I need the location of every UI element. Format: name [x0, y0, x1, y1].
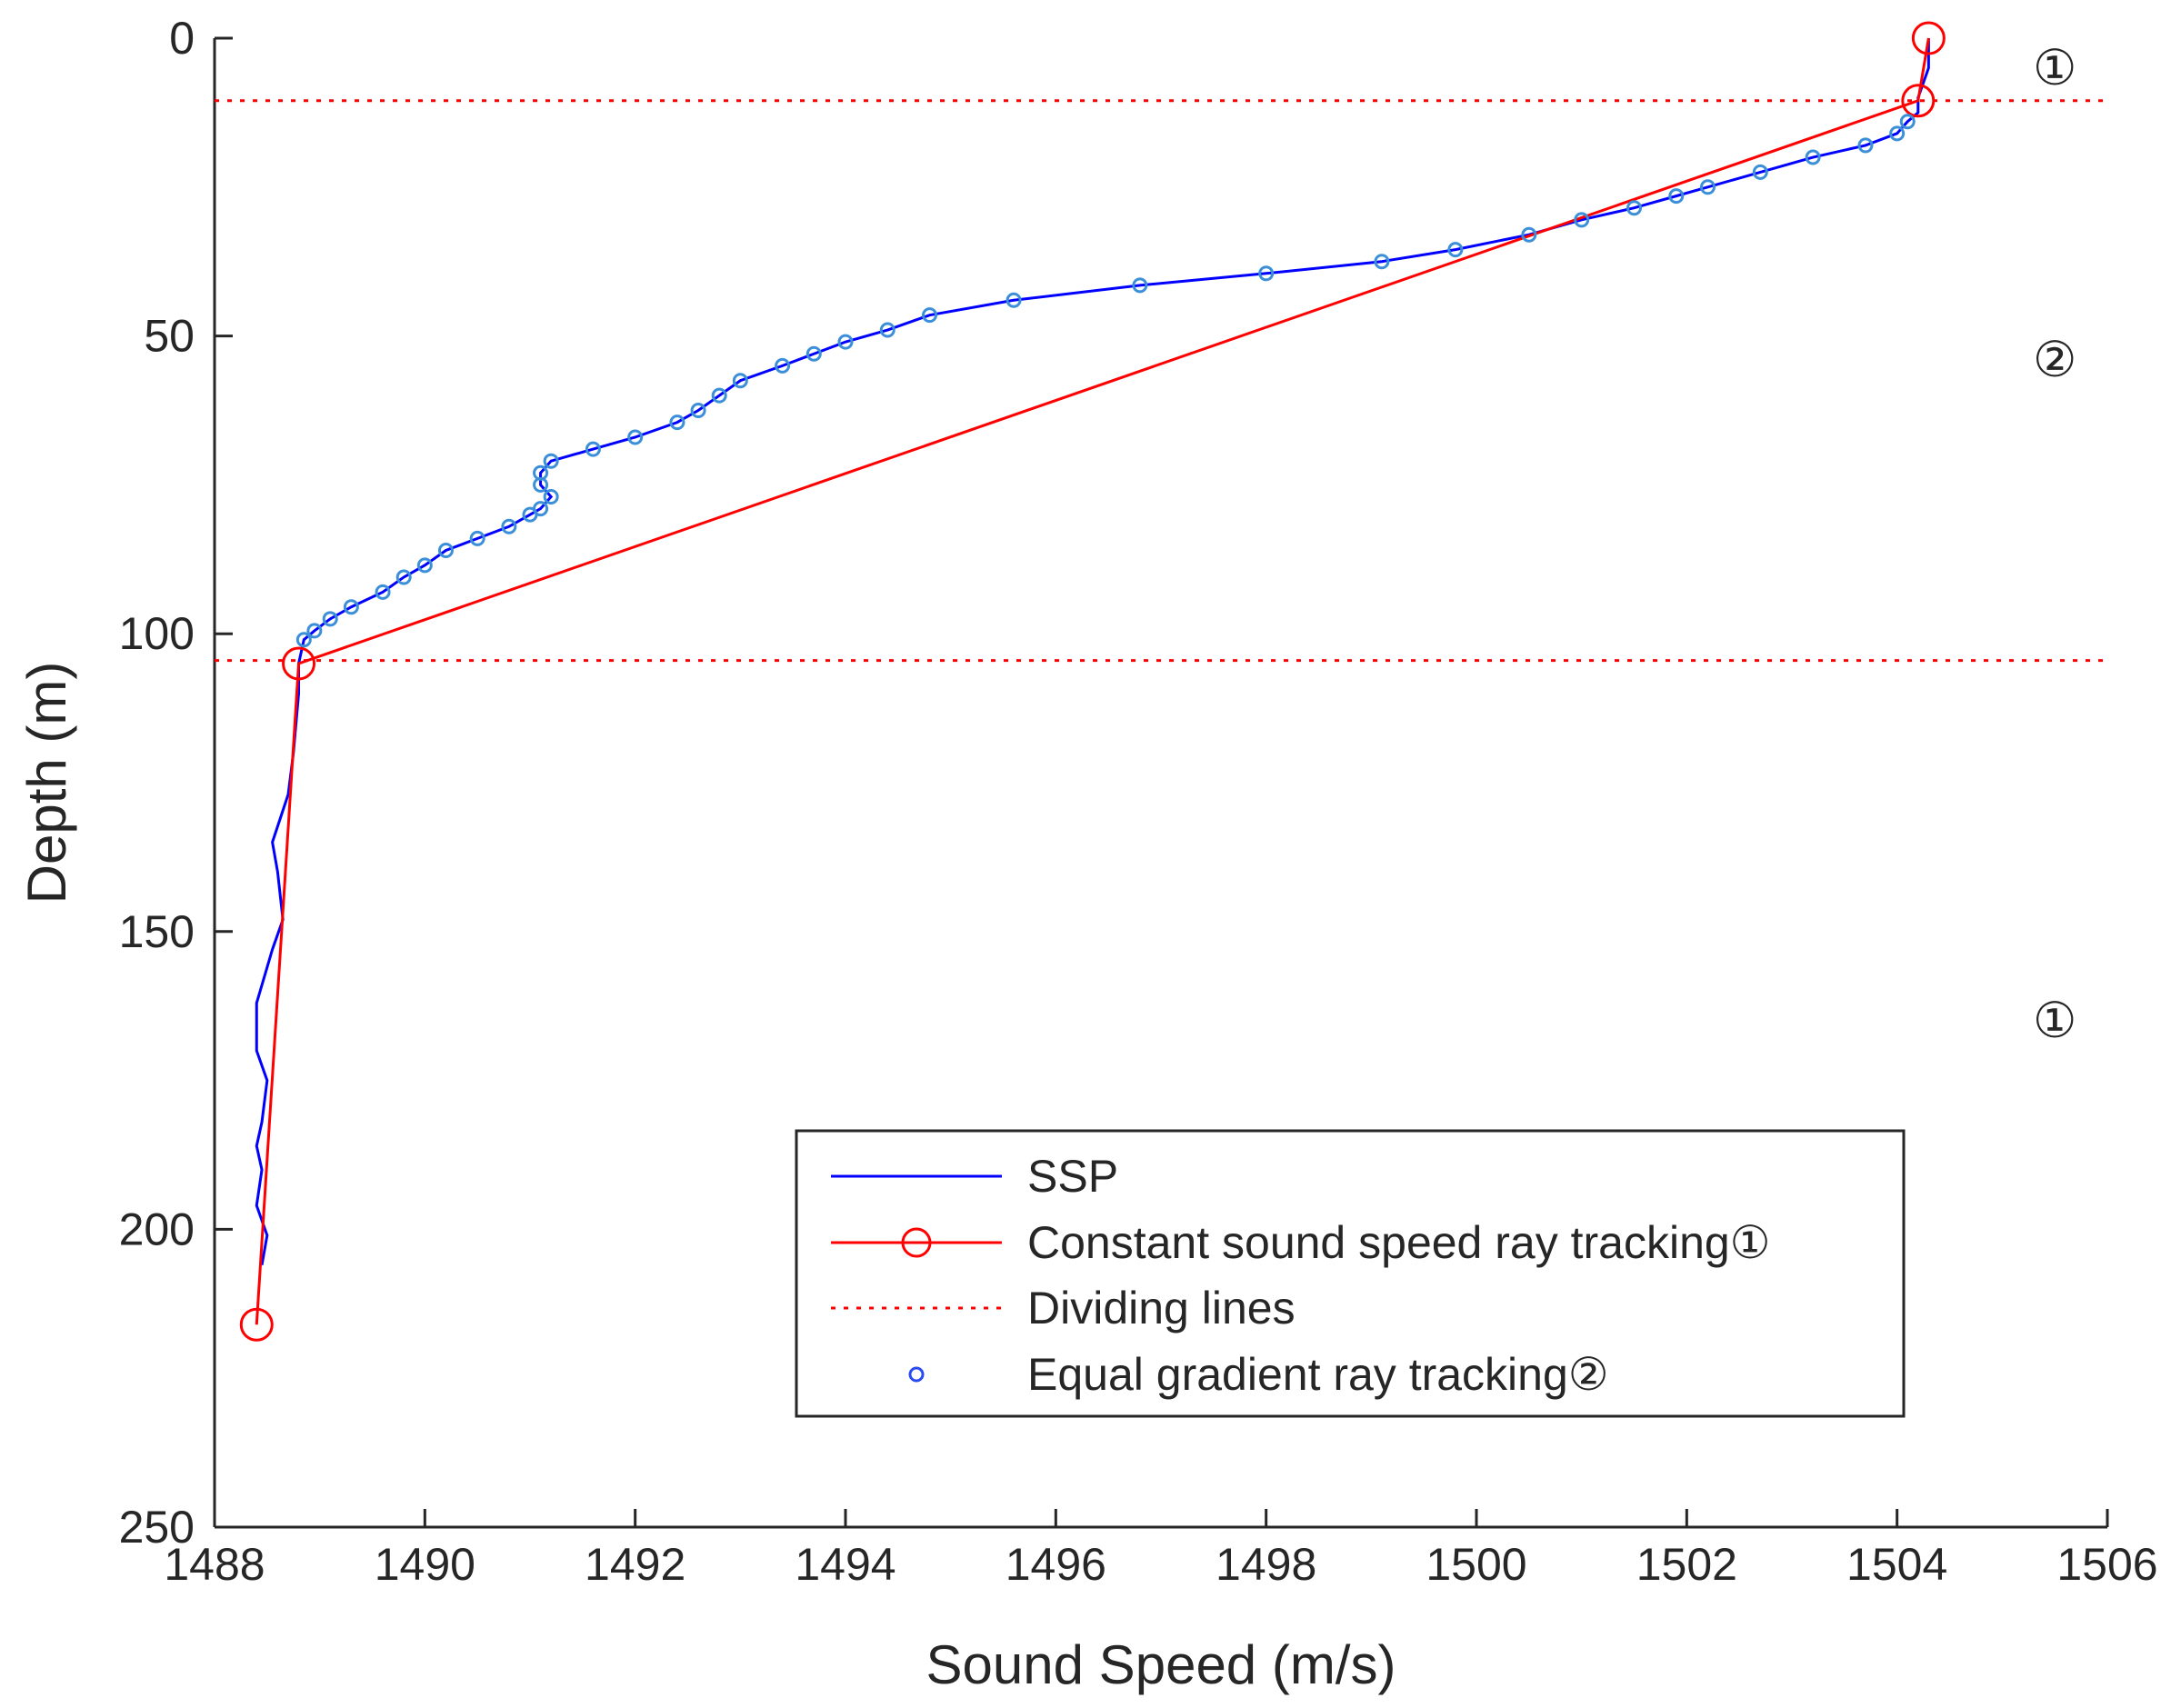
constant-speed-line	[255, 37, 1930, 1325]
plot-area: 1488 1490 1492 1494 1496 1498 1500 1502 1504 1506…	[16, 13, 2158, 1695]
equal-gradient-marker	[711, 387, 727, 404]
legend-entry-label: Equal gradient ray tracking②	[1027, 1349, 1609, 1400]
equal-gradient-marker	[375, 584, 391, 600]
x-tick-label: 1504	[1846, 1539, 1947, 1590]
equal-gradient-marker	[543, 489, 559, 505]
x-tick-label: 1494	[795, 1539, 895, 1590]
equal-gradient-marker	[295, 632, 312, 648]
equal-gradient-marker	[501, 518, 517, 534]
equal-gradient-marker	[1805, 149, 1821, 165]
x-tick-label: 1488	[164, 1539, 265, 1590]
y-tick-label: 50	[144, 311, 195, 362]
equal-gradient-marker	[1699, 179, 1716, 195]
equal-gradient-marker	[1005, 292, 1022, 308]
legend: SSP Constant sound speed ray tracking① Div…	[795, 1129, 1906, 1418]
constant-speed-marker	[239, 1307, 274, 1342]
x-tick-label: 1500	[1426, 1539, 1526, 1590]
y-axis-label: Depth (m)	[16, 662, 77, 904]
legend-entry-label: SSP	[1027, 1151, 1118, 1202]
equal-gradient-marker	[343, 599, 359, 615]
constant-speed-marker	[282, 646, 316, 681]
equal-gradient-marker	[627, 429, 644, 445]
layer-annotation: ②	[2033, 333, 2076, 387]
layer-annotation: ①	[2033, 994, 2076, 1048]
y-tick-label: 200	[119, 1204, 195, 1254]
equal-gradient-marker	[805, 345, 822, 362]
equal-gradient-marker	[837, 334, 854, 350]
legend-swatch-equal-gradient	[908, 1366, 925, 1383]
equal-gradient-marker	[522, 506, 538, 523]
equal-gradient-marker	[1899, 114, 1916, 130]
equal-gradient-marker	[669, 415, 685, 431]
equal-gradient-marker	[1258, 265, 1275, 282]
y-tick-label: 150	[119, 906, 195, 957]
equal-gradient-marker	[690, 403, 706, 418]
equal-gradient-marker	[395, 569, 412, 585]
equal-gradient-marker	[1374, 254, 1390, 270]
y-tick-label: 250	[119, 1502, 195, 1553]
equal-gradient-marker	[437, 542, 454, 558]
x-tick-label: 1490	[375, 1539, 475, 1590]
equal-gradient-marker	[1521, 226, 1537, 243]
x-tick-label: 1502	[1636, 1539, 1737, 1590]
y-tick-label: 100	[119, 608, 195, 659]
equal-gradient-marker	[1447, 242, 1464, 258]
legend-entry-label: Constant sound speed ray tracking①	[1027, 1217, 1771, 1268]
layer-annotation: ①	[2033, 41, 2076, 95]
equal-gradient-marker	[1574, 212, 1590, 228]
legend-entry-label: Dividing lines	[1027, 1283, 1296, 1333]
x-axis-label: Sound Speed (m/s)	[926, 1634, 1396, 1695]
equal-gradient-marker	[322, 611, 338, 627]
equal-gradient-marker	[533, 476, 549, 493]
equal-gradient-marker	[1132, 277, 1148, 294]
equal-gradient-marker	[1889, 125, 1906, 142]
legend-swatch-constant-marker	[901, 1227, 932, 1258]
x-tick-label: 1506	[2056, 1539, 2157, 1590]
equal-gradient-marker	[543, 453, 559, 469]
equal-gradient-marker	[775, 357, 791, 374]
equal-gradient-marker	[416, 557, 433, 574]
equal-gradient-marker	[1752, 164, 1768, 180]
equal-gradient-marker	[922, 307, 938, 324]
equal-gradient-marker	[1857, 137, 1874, 154]
equal-gradient-marker	[585, 441, 601, 457]
x-tick-label: 1498	[1216, 1539, 1316, 1590]
equal-gradient-marker	[1626, 200, 1642, 216]
equal-gradient-marker	[469, 530, 485, 546]
equal-gradient-marker	[732, 373, 748, 389]
legend-box	[795, 1129, 1906, 1418]
ssp-line	[255, 38, 1930, 1265]
equal-gradient-marker	[1668, 188, 1685, 205]
equal-gradient-marker	[306, 623, 323, 639]
x-tick-label: 1492	[585, 1539, 685, 1590]
y-tick-label: 0	[169, 13, 195, 64]
constant-speed-marker	[1901, 84, 1936, 118]
constant-speed-marker	[1911, 21, 1946, 55]
equal-gradient-marker	[879, 322, 895, 338]
x-tick-label: 1496	[1005, 1539, 1106, 1590]
